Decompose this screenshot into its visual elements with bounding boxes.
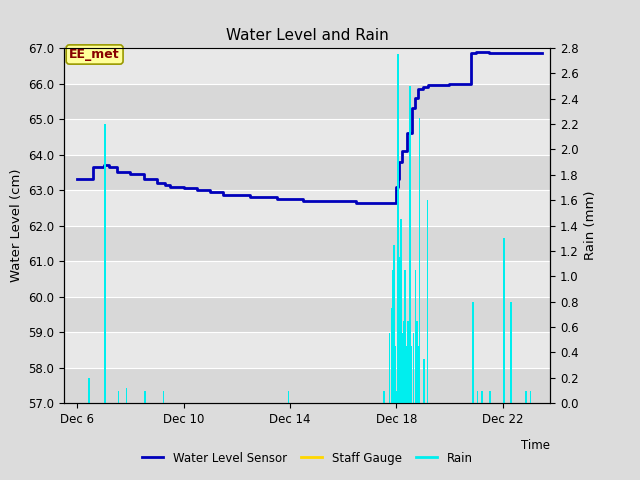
Bar	[411, 346, 412, 403]
Bar	[472, 302, 474, 403]
Bar	[390, 308, 392, 403]
Bar	[408, 321, 409, 403]
Bar	[118, 391, 119, 403]
Text: EE_met: EE_met	[69, 48, 120, 61]
Text: Time: Time	[522, 439, 550, 452]
Bar	[64, 48, 550, 84]
Bar	[403, 321, 404, 403]
Bar	[64, 297, 550, 332]
Bar	[64, 226, 550, 261]
Bar	[481, 391, 483, 403]
Legend: Water Level Sensor, Staff Gauge, Rain: Water Level Sensor, Staff Gauge, Rain	[137, 447, 477, 469]
Y-axis label: Water Level (cm): Water Level (cm)	[10, 169, 22, 282]
Bar	[383, 391, 385, 403]
Bar	[163, 391, 164, 403]
Title: Water Level and Rain: Water Level and Rain	[226, 28, 388, 43]
Bar	[427, 200, 428, 403]
Bar	[419, 118, 420, 403]
Bar	[392, 270, 394, 403]
Bar	[144, 391, 146, 403]
Bar	[404, 270, 406, 403]
Bar	[88, 378, 90, 403]
Bar	[397, 54, 399, 403]
Bar	[525, 391, 527, 403]
Bar	[413, 334, 414, 403]
Bar	[388, 334, 390, 403]
Bar	[399, 257, 400, 403]
Bar	[489, 391, 491, 403]
Bar	[406, 346, 407, 403]
Bar	[400, 219, 402, 403]
Bar	[503, 238, 505, 403]
Bar	[64, 261, 550, 297]
Bar	[395, 346, 396, 403]
Y-axis label: Rain (mm): Rain (mm)	[584, 191, 597, 260]
Bar	[288, 391, 289, 403]
Bar	[530, 391, 531, 403]
Bar	[423, 359, 425, 403]
Bar	[401, 334, 403, 403]
Bar	[64, 119, 550, 155]
Bar	[477, 391, 478, 403]
Bar	[125, 388, 127, 403]
Bar	[416, 321, 417, 403]
Bar	[64, 332, 550, 368]
Bar	[64, 368, 550, 403]
Bar	[104, 124, 106, 403]
Bar	[417, 346, 419, 403]
Bar	[394, 245, 395, 403]
Bar	[64, 84, 550, 119]
Bar	[415, 270, 416, 403]
Bar	[396, 391, 397, 403]
Bar	[409, 86, 411, 403]
Bar	[64, 155, 550, 190]
Bar	[64, 190, 550, 226]
Bar	[510, 302, 512, 403]
